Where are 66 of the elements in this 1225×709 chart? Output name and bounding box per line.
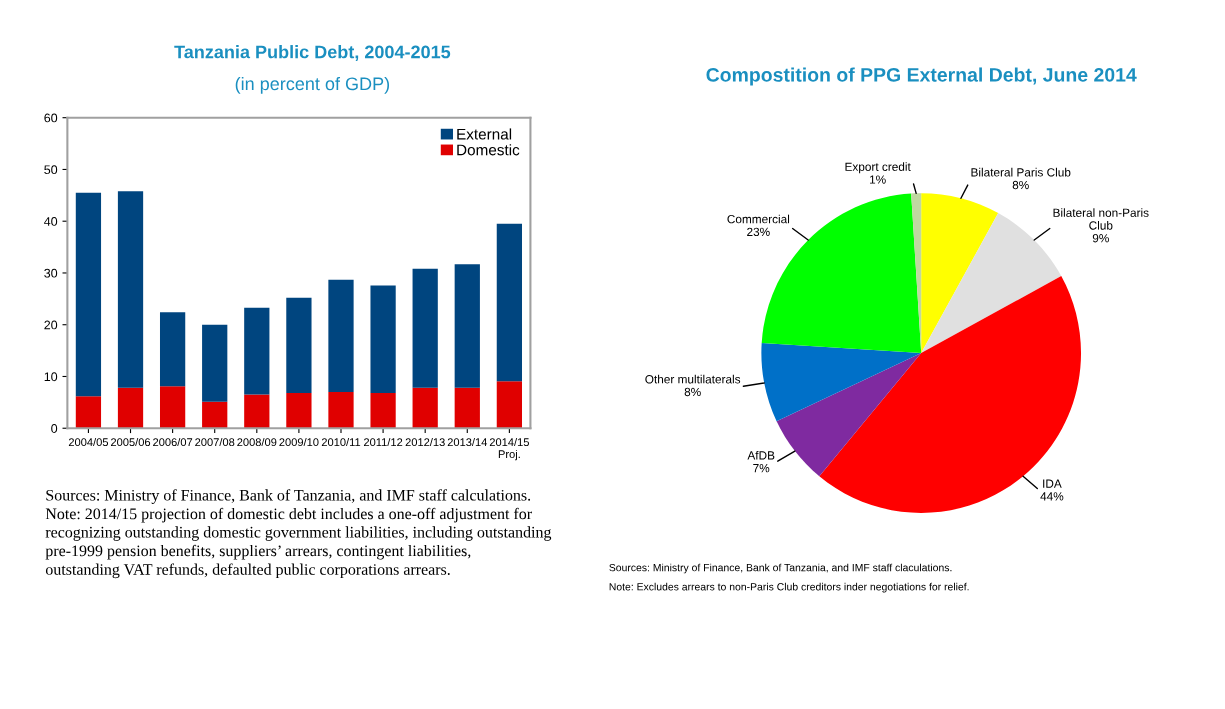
y-tick-label: 30 (44, 268, 58, 278)
bar (454, 264, 480, 388)
bar (117, 387, 144, 429)
x-tick-label: 2012/13 (405, 437, 445, 447)
slice-label: Bilateral Paris Club (971, 167, 1071, 177)
data-label: 44% (1040, 492, 1064, 501)
data-label: 9% (1092, 234, 1109, 243)
slice-label: Other multilaterals (645, 374, 741, 384)
source-note: Sources: Ministry of Finance, Bank of Tanzania, and IMF staff calculations. Note: 2014/15 projection of domestic debt includes a one-off adjustment for recognizing outstanding domestic government liabilities, including outstanding pre-1999 pension benefits, suppliers’ arrears, contingent liabilities, outstanding VAT refunds, defaulted public corporations arrears. (45, 489, 552, 579)
bar (159, 386, 186, 429)
bar (117, 191, 144, 388)
x-tick-label: 2006/07 (153, 437, 193, 447)
pie-slice (776, 353, 922, 477)
chart-title: Compostition of PPG External Debt, June 2014 (706, 67, 1137, 86)
bar (412, 268, 438, 388)
y-tick-label: 10 (44, 372, 58, 382)
y-tick-label: 0 (51, 424, 58, 433)
data-label: 23% (747, 227, 770, 237)
pie-slice (921, 193, 999, 354)
slice-label: AfDB (747, 450, 775, 460)
x-tick-label: 2007/08 (195, 437, 235, 447)
slice-label: Export credit (845, 162, 911, 174)
x-tick-label: 2010/11 (321, 437, 361, 447)
bar (202, 401, 228, 429)
bar (328, 279, 354, 393)
bar (244, 394, 270, 429)
bar (328, 392, 354, 429)
pie-slice (761, 343, 922, 422)
source-note: Sources: Ministry of Finance, Bank of Tanzania, and IMF staff claculations. (609, 563, 952, 574)
bar (75, 396, 102, 429)
bar (454, 387, 480, 429)
x-tick-label: 2011/12 (363, 437, 403, 447)
data-label: 1% (870, 175, 886, 184)
x-tick-label: 2008/09 (237, 437, 277, 447)
bar (496, 223, 523, 382)
bar (370, 285, 396, 394)
slice-label: Bilateral non-Paris Club (1053, 208, 1149, 230)
pie-slice (819, 276, 1082, 513)
bar (159, 312, 186, 387)
x-tick-label: 2014/15 Proj. (489, 437, 529, 461)
bar (286, 297, 312, 394)
y-tick-label: 60 (44, 113, 58, 123)
text: Note: Excludes arrears to non-Paris Club creditors inder negotiations for relief. (609, 582, 969, 593)
y-tick-label: 50 (44, 165, 58, 175)
bar (370, 393, 396, 429)
bar (244, 307, 270, 395)
x-tick-label: 2005/06 (111, 437, 151, 447)
bar (286, 393, 312, 429)
bar (75, 192, 102, 397)
bar (412, 387, 438, 429)
data-label: 8% (1012, 180, 1029, 190)
chart-title: Tanzania Public Debt, 2004-2015 (174, 45, 451, 61)
x-tick-label: 2004/05 (68, 437, 109, 447)
x-tick-label: 2013/14 (447, 437, 488, 447)
legend-label: Domestic (457, 144, 520, 156)
data-label: 8% (684, 387, 701, 397)
legend-label: External (457, 128, 512, 140)
bar (496, 381, 523, 429)
x-tick-label: 2009/10 (279, 437, 319, 447)
y-tick-label: 20 (44, 320, 58, 330)
y-tick-label: 40 (44, 217, 58, 226)
data-label: 7% (753, 464, 770, 473)
chart-subtitle: (in percent of GDP) (235, 76, 390, 94)
bar (202, 324, 228, 402)
slice-label: IDA (1043, 479, 1062, 488)
slice-label: Commercial (727, 214, 790, 224)
